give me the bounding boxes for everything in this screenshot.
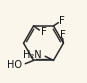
Text: H₂N: H₂N — [23, 50, 42, 60]
Text: F: F — [59, 16, 65, 26]
Text: F: F — [41, 27, 46, 37]
Text: F: F — [60, 30, 66, 40]
Text: HO: HO — [7, 60, 22, 70]
